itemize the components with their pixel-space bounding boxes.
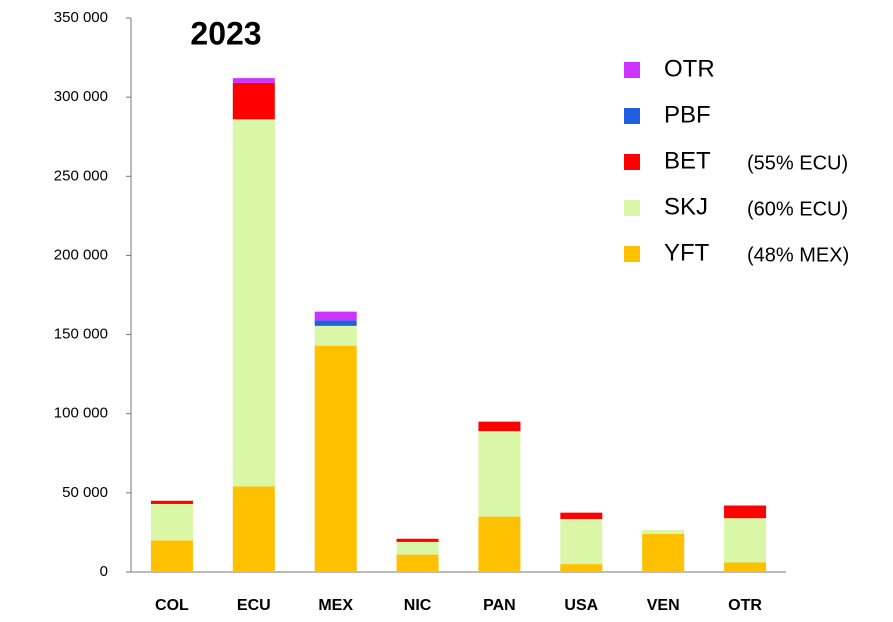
y-tick-label: 250 000 [54,167,108,184]
bar-segment [724,518,767,563]
bar-segment [314,345,357,572]
legend-swatch [624,62,640,78]
bar-segment [560,564,603,572]
bar-segment [478,421,521,432]
legend-note: (48% MEX) [747,244,849,266]
legend-label: SKJ [664,193,708,220]
legend-swatch [624,200,640,216]
bar-segment [642,534,685,572]
bar-segment [560,518,603,565]
bar-segment [314,325,357,346]
bar-segment [232,78,275,83]
legend-label: PBF [664,101,711,128]
legend-note: (55% ECU) [747,152,848,174]
x-tick-label: NIC [404,597,432,614]
bar-segment [724,505,767,519]
bar-segment [314,320,357,326]
bar-segment [396,554,439,572]
bar-segment [478,431,521,517]
legend-swatch [624,246,640,262]
chart-title: 2023 [190,15,261,51]
x-tick-label: COL [155,597,189,614]
bar-segment [150,500,193,504]
x-tick-label: OTR [728,597,762,614]
x-tick-label: PAN [483,597,516,614]
bar-segment [314,311,357,321]
x-tick-label: USA [564,597,598,614]
x-tick-label: MEX [318,597,353,614]
bar-segment [560,512,603,519]
legend-label: BET [664,147,711,174]
bar-segment [396,538,439,542]
bar-segment [724,562,767,572]
bar-segment [396,541,439,555]
bar-segment [642,530,685,535]
y-tick-label: 350 000 [54,9,108,26]
bar-segment [150,540,193,572]
y-tick-label: 0 [100,563,108,580]
bar-segment [232,82,275,120]
y-tick-label: 150 000 [54,326,108,343]
y-tick-label: 100 000 [54,405,108,422]
bar-segment [232,486,275,572]
legend-note: (60% ECU) [747,198,848,220]
bar-segment [232,119,275,487]
y-tick-label: 300 000 [54,88,108,105]
y-tick-label: 200 000 [54,246,108,263]
bar-segment [150,503,193,541]
legend-label: YFT [664,239,710,266]
x-tick-label: VEN [647,597,680,614]
bar-segment [478,516,521,572]
legend-label: OTR [664,55,715,82]
legend-swatch [624,154,640,170]
y-tick-label: 50 000 [62,484,108,501]
x-tick-label: ECU [237,597,271,614]
legend-swatch [624,108,640,124]
